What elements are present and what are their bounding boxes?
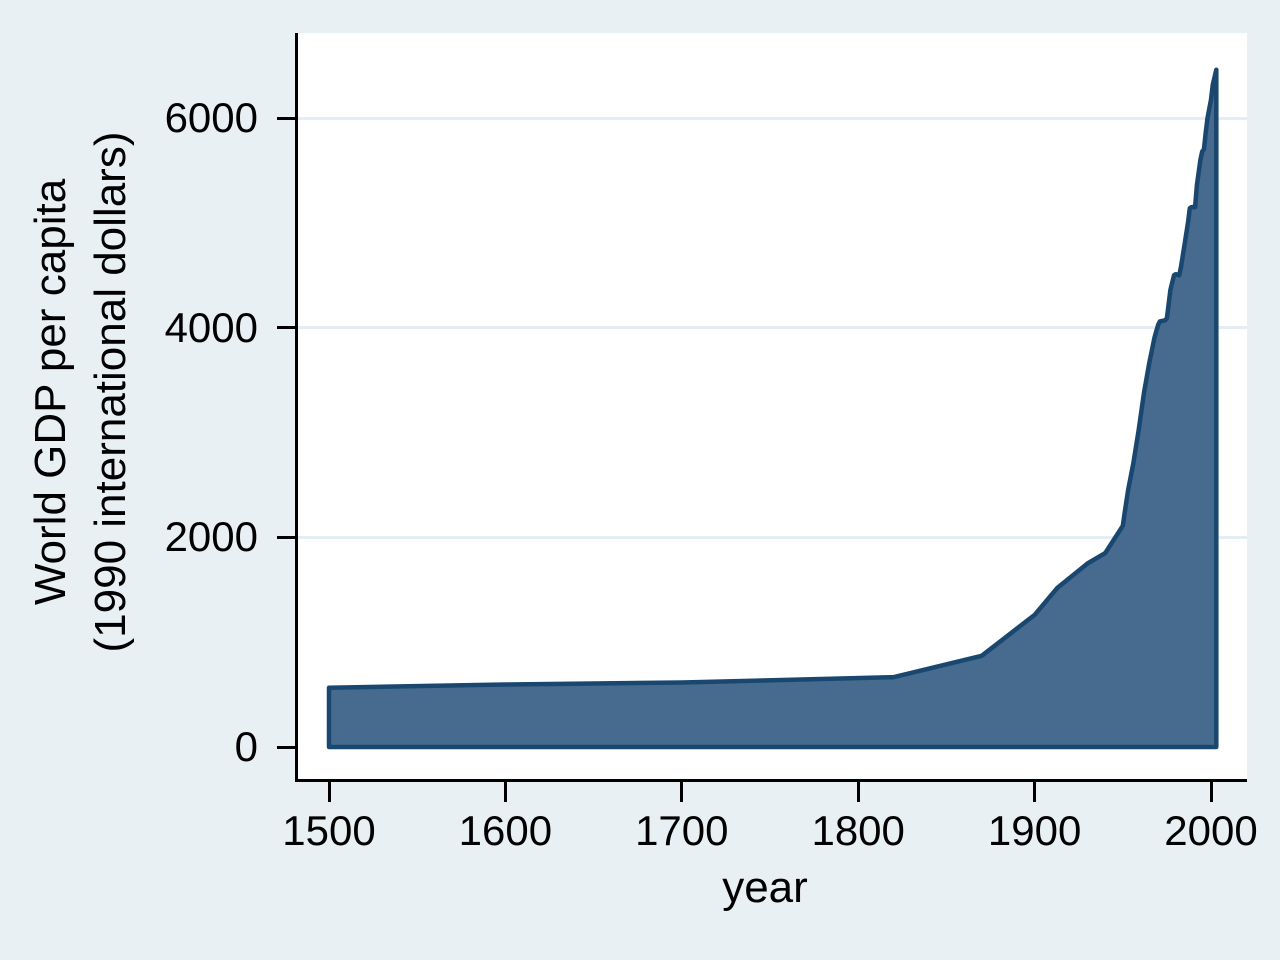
gdp-area-series [326, 67, 1219, 750]
y-axis-line [295, 33, 298, 782]
gridline-4000 [298, 326, 1247, 330]
y-axis-title-line-1: World GDP per capita [26, 178, 75, 606]
x-axis-title: year [722, 863, 808, 912]
y-tick-6000 [277, 116, 296, 120]
x-tick-1600 [503, 782, 507, 802]
y-tick-label-4000: 4000 [164, 303, 258, 351]
x-axis-line [295, 779, 1247, 782]
y-tick-2000 [277, 535, 296, 539]
plot-area [298, 33, 1247, 779]
x-tick-label-2000: 2000 [1164, 807, 1258, 854]
y-tick-4000 [277, 326, 296, 330]
gdp-area-path [326, 67, 1219, 750]
x-tick-1500 [327, 782, 331, 802]
y-tick-label-6000: 6000 [164, 94, 258, 141]
x-tick-2000 [1209, 782, 1213, 802]
x-tick-label-1600: 1600 [458, 807, 553, 854]
x-tick-label-1800: 1800 [811, 807, 905, 854]
gridline-2000 [298, 535, 1247, 539]
x-tick-label-1700: 1700 [635, 807, 729, 854]
x-tick-label-1500: 1500 [282, 807, 376, 854]
x-tick-1800 [856, 782, 860, 802]
y-axis-title: World GDP per capita (1990 international… [21, 42, 143, 742]
y-tick-label-2000: 2000 [164, 513, 258, 561]
x-tick-1900 [1033, 782, 1037, 802]
y-tick-label-0: 0 [234, 723, 258, 770]
y-tick-0 [277, 745, 296, 749]
x-tick-label-1900: 1900 [987, 807, 1082, 854]
y-axis-title-line-2: (1990 international dollars) [86, 131, 135, 653]
x-tick-1700 [680, 782, 684, 802]
gridline-6000 [298, 116, 1247, 120]
